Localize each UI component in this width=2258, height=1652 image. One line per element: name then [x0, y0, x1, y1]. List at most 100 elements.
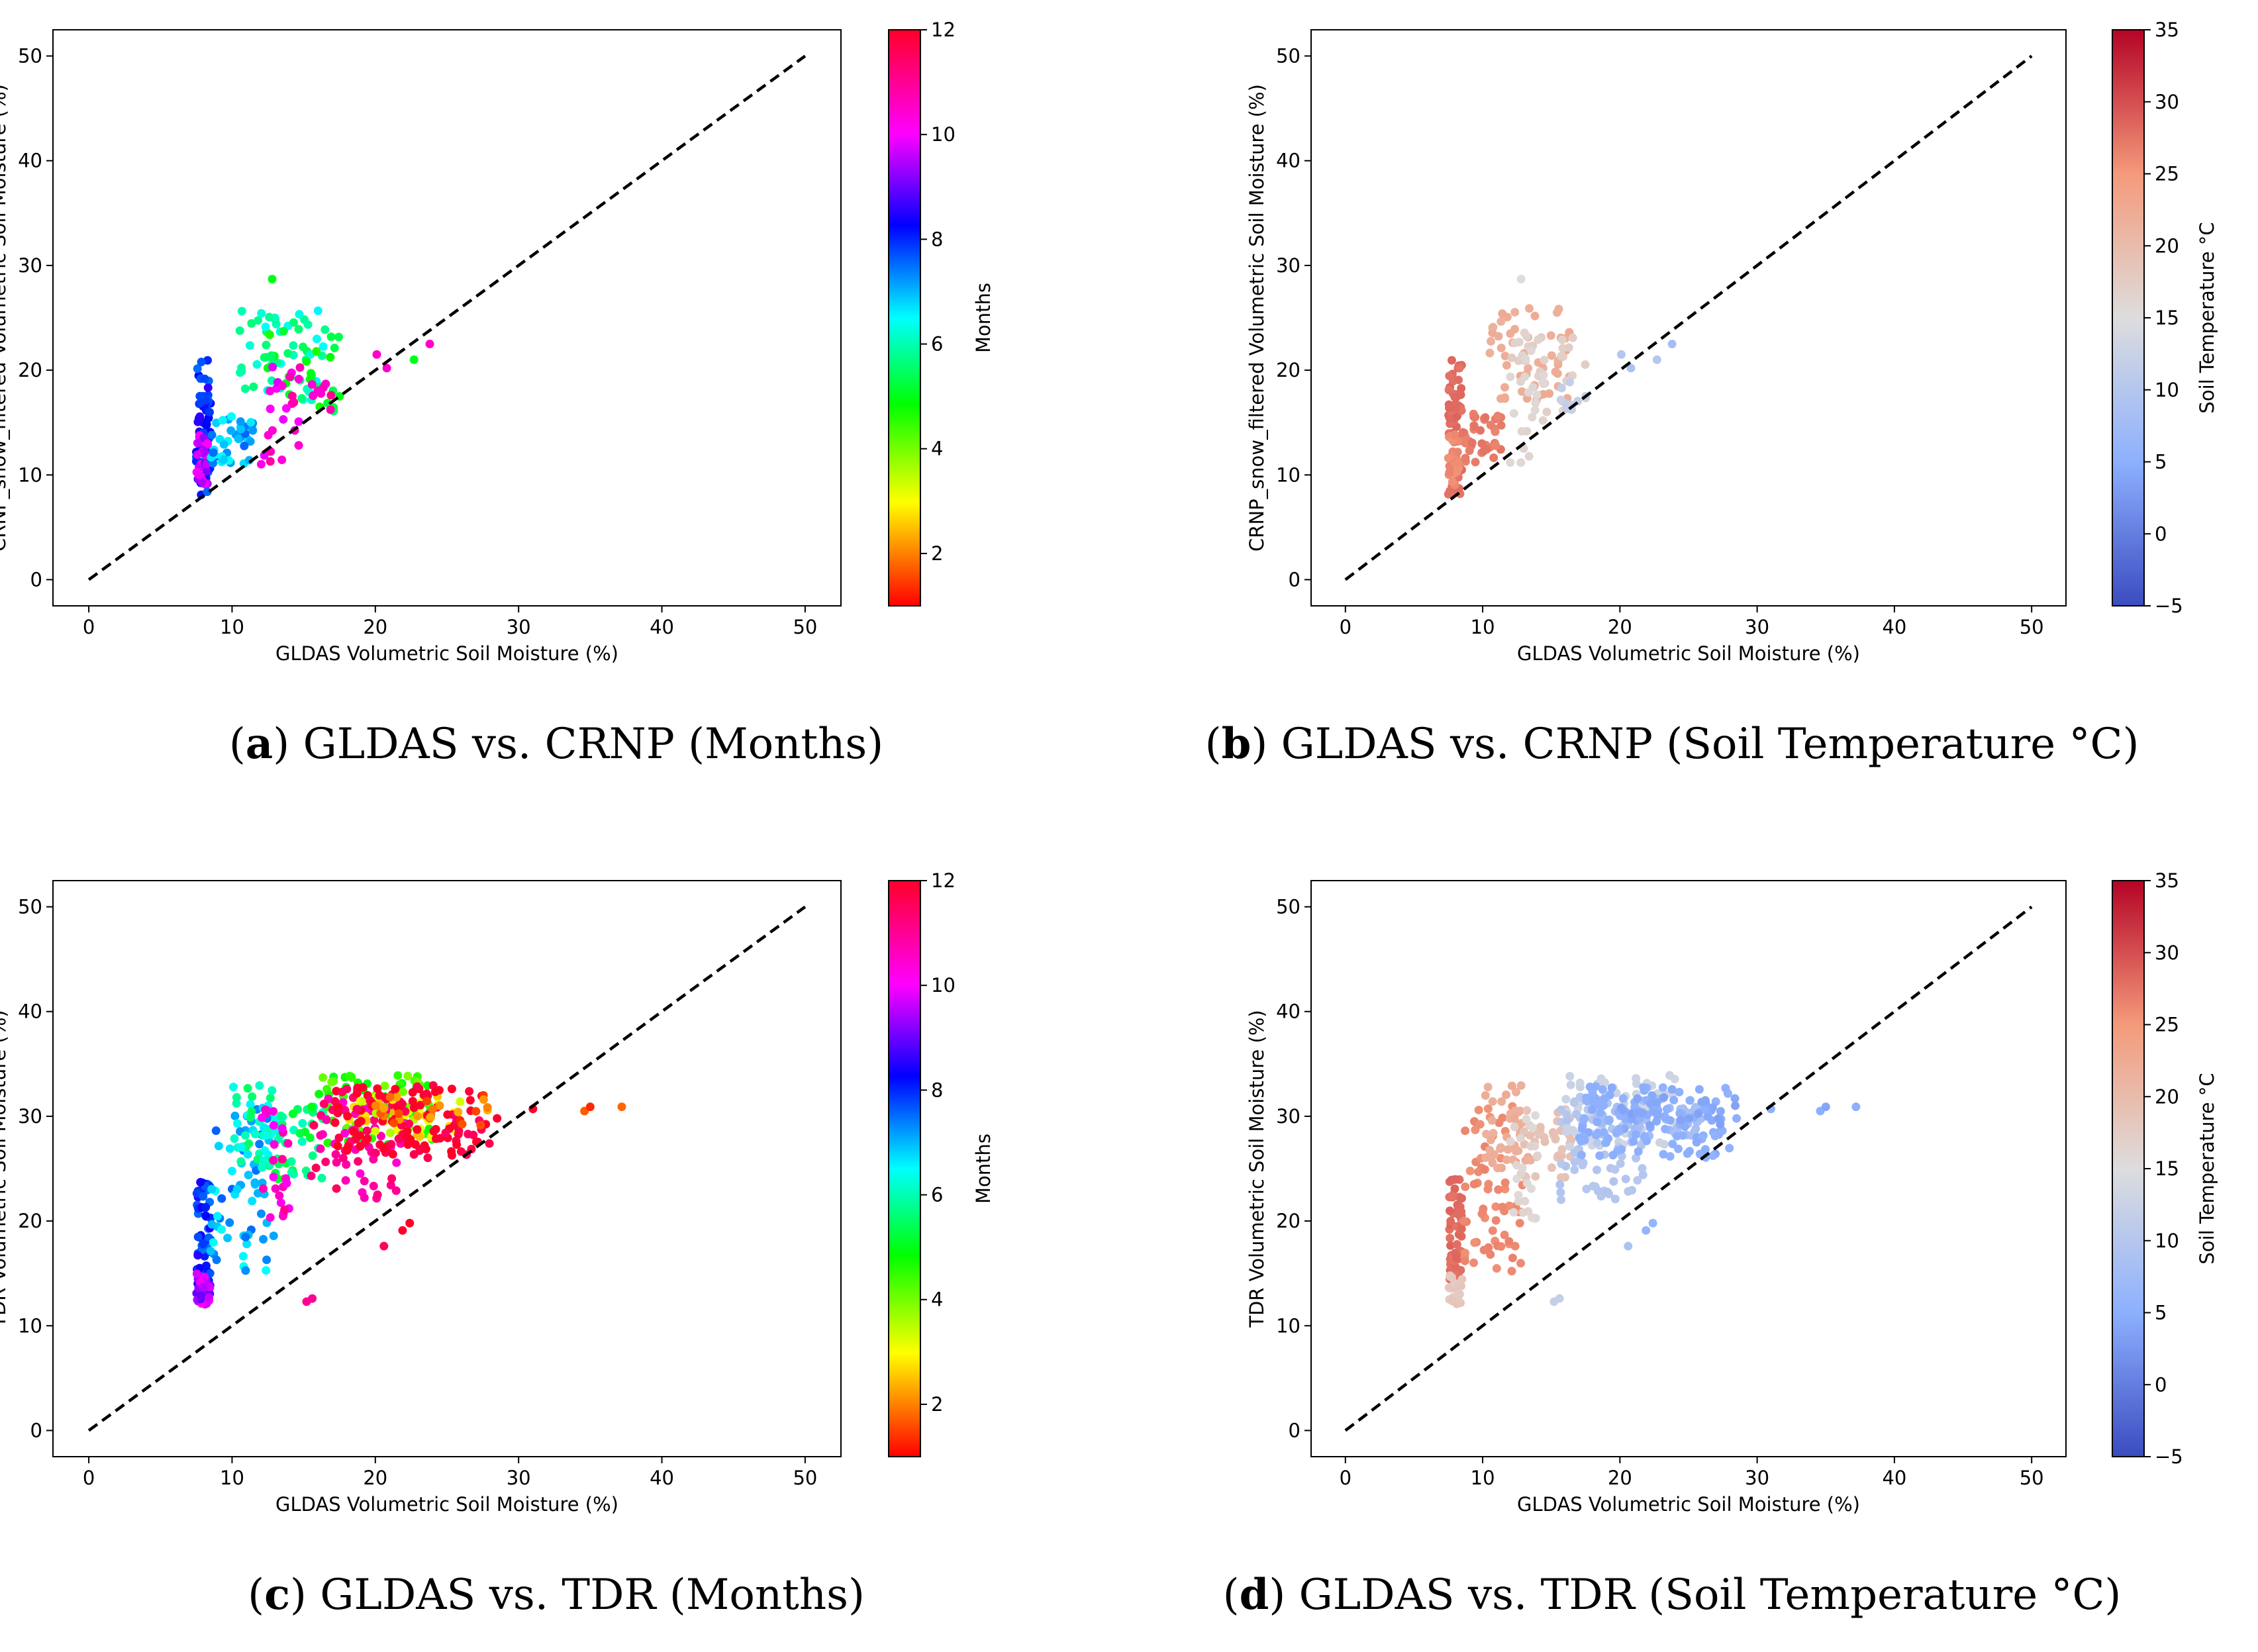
- scatter-point: [1616, 1159, 1625, 1168]
- scatter-point: [448, 1151, 457, 1160]
- y-axis-label: CRNP_snow_filtered Volumetric Soil Moist…: [0, 84, 10, 552]
- scatter-point: [246, 1100, 255, 1109]
- scatter-point: [1481, 1153, 1491, 1162]
- x-tick-label: 0: [1340, 616, 1351, 638]
- scatter-point: [1609, 1177, 1618, 1186]
- caption-open-paren: (: [229, 720, 246, 769]
- scatter-point: [199, 1239, 208, 1249]
- scatter-point: [1683, 1149, 1692, 1158]
- scatter-point: [1489, 453, 1498, 462]
- scatter-point: [268, 274, 277, 283]
- scatter-point: [413, 1082, 422, 1091]
- scatter-point: [1457, 1194, 1466, 1203]
- scatter-point: [1604, 1116, 1613, 1125]
- colorbar-tick-label: 12: [931, 869, 956, 892]
- scatter-point: [203, 487, 212, 497]
- caption-letter: c: [264, 1570, 290, 1620]
- scatter-point: [268, 362, 277, 371]
- scatter-point: [1530, 405, 1540, 414]
- scatter-point: [1453, 1210, 1463, 1219]
- scatter-point: [1674, 1144, 1683, 1153]
- scatter-point: [193, 1232, 203, 1241]
- scatter-point: [1453, 448, 1462, 457]
- scatter-point: [1596, 1108, 1605, 1117]
- scatter-point: [1607, 1083, 1616, 1093]
- scatter-point: [369, 1116, 379, 1125]
- scatter-point: [1589, 1181, 1598, 1190]
- scatter-point: [1506, 372, 1515, 381]
- x-tick-label: 10: [1471, 1467, 1495, 1489]
- scatter-point: [1589, 1098, 1598, 1108]
- scatter-point: [1542, 407, 1551, 416]
- scatter-point: [1470, 1238, 1479, 1247]
- scatter-point: [1538, 377, 1547, 387]
- scatter-point: [1500, 1185, 1510, 1194]
- scatter-point: [1638, 1164, 1647, 1173]
- y-tick-label: 40: [18, 150, 42, 172]
- x-tick-label: 40: [650, 616, 674, 638]
- scatter-point: [1565, 377, 1575, 387]
- scatter-point: [379, 1241, 389, 1251]
- scatter-point: [1595, 1151, 1604, 1160]
- colorbar-tick-label: 5: [2155, 451, 2167, 473]
- scatter-point: [252, 360, 262, 369]
- scatter-point: [1632, 1153, 1641, 1163]
- scatter-point: [476, 1120, 485, 1130]
- colorbar-tick-label: 6: [931, 333, 943, 356]
- colorbar-label: Months: [972, 283, 995, 353]
- scatter-point: [344, 1142, 353, 1151]
- scatter-point: [277, 381, 287, 391]
- scatter-point: [1482, 445, 1491, 454]
- scatter-point: [1487, 1136, 1496, 1145]
- scatter-point: [295, 363, 305, 372]
- scatter-point: [277, 1155, 287, 1164]
- scatter-point: [197, 477, 207, 487]
- scatter-point: [245, 341, 254, 350]
- scatter-point: [349, 1127, 358, 1136]
- scatter-point: [1601, 1138, 1610, 1147]
- scatter-point: [1626, 364, 1636, 373]
- scatter-point: [466, 1096, 475, 1105]
- scatter-point: [235, 368, 244, 377]
- x-tick-label: 10: [220, 616, 244, 638]
- scatter-point: [447, 1085, 456, 1094]
- scatter-point: [228, 1083, 238, 1092]
- scatter-point: [1675, 1108, 1685, 1118]
- scatter-point: [205, 407, 215, 416]
- scatter-point: [332, 1184, 341, 1193]
- scatter-point: [214, 1142, 223, 1151]
- scatter-point: [454, 1107, 463, 1116]
- scatter-point: [1579, 1158, 1588, 1167]
- scatter-point: [1445, 371, 1454, 381]
- colorbar-label: Months: [972, 1134, 995, 1204]
- scatter-point: [1511, 1147, 1520, 1156]
- scatter-point: [258, 1163, 267, 1172]
- scatter-point: [1718, 1126, 1727, 1136]
- scatter-point: [316, 1144, 325, 1153]
- scatter-point: [435, 1101, 444, 1110]
- scatter-point: [287, 391, 297, 401]
- scatter-point: [1725, 1143, 1734, 1153]
- x-tick-label: 50: [2020, 616, 2044, 638]
- scatter-point: [305, 1133, 315, 1142]
- scatter-point: [1646, 1099, 1655, 1108]
- scatter-point: [264, 1150, 273, 1159]
- scatter-point: [199, 1192, 208, 1201]
- scatter-point: [1652, 355, 1661, 364]
- scatter-point: [223, 1234, 232, 1243]
- scatter-point: [1488, 1097, 1497, 1106]
- scatter-point: [307, 380, 317, 389]
- scatter-point: [1700, 1145, 1710, 1154]
- scatter-point: [1497, 344, 1506, 353]
- y-tick-label: 50: [1276, 896, 1301, 918]
- y-tick-label: 40: [1276, 1000, 1301, 1023]
- scatter-point: [307, 369, 316, 378]
- scatter-point: [1680, 1122, 1689, 1131]
- scatter-point: [431, 1124, 440, 1134]
- scatter-point: [1708, 1151, 1718, 1160]
- scatter-point: [1554, 305, 1563, 314]
- scatter-point: [1579, 1115, 1589, 1124]
- x-tick-label: 40: [650, 1467, 674, 1489]
- scatter-point: [309, 1120, 319, 1130]
